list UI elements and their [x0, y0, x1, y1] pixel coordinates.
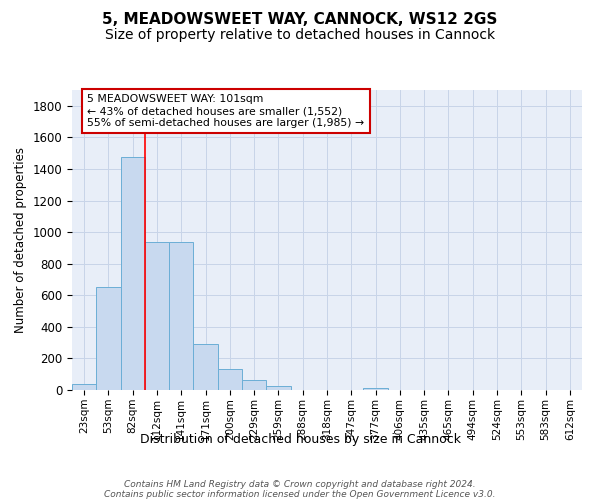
Bar: [96, 288, 121, 390]
Bar: [72, 384, 96, 390]
Y-axis label: Number of detached properties: Number of detached properties: [14, 147, 27, 333]
Bar: [145, 242, 169, 390]
Bar: [169, 242, 193, 390]
Bar: [121, 157, 145, 390]
Bar: [364, 388, 388, 390]
Text: Contains HM Land Registry data © Crown copyright and database right 2024.
Contai: Contains HM Land Registry data © Crown c…: [104, 480, 496, 500]
Bar: [218, 370, 242, 390]
Bar: [193, 344, 218, 390]
Bar: [266, 386, 290, 390]
Bar: [242, 380, 266, 390]
Text: Size of property relative to detached houses in Cannock: Size of property relative to detached ho…: [105, 28, 495, 42]
Text: Distribution of detached houses by size in Cannock: Distribution of detached houses by size …: [139, 432, 461, 446]
Text: 5, MEADOWSWEET WAY, CANNOCK, WS12 2GS: 5, MEADOWSWEET WAY, CANNOCK, WS12 2GS: [103, 12, 497, 28]
Text: 5 MEADOWSWEET WAY: 101sqm
← 43% of detached houses are smaller (1,552)
55% of se: 5 MEADOWSWEET WAY: 101sqm ← 43% of detac…: [88, 94, 364, 128]
